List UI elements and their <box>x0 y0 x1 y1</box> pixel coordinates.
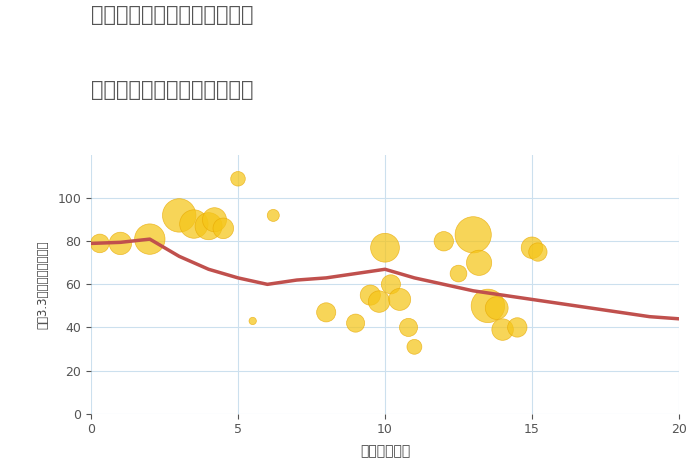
Point <box>394 296 405 303</box>
Point <box>247 317 258 325</box>
Point <box>409 343 420 351</box>
Point <box>468 231 479 239</box>
Point <box>379 244 391 251</box>
Point <box>267 212 279 219</box>
Point <box>144 235 155 243</box>
Y-axis label: 坪（3.3㎡）単価（万円）: 坪（3.3㎡）単価（万円） <box>36 240 49 329</box>
Point <box>482 302 493 310</box>
Point <box>512 324 523 331</box>
Point <box>350 320 361 327</box>
Point <box>497 326 508 333</box>
Point <box>115 240 126 247</box>
Point <box>532 248 543 256</box>
Text: 駅距離別中古マンション価格: 駅距離別中古マンション価格 <box>91 80 253 100</box>
Text: 三重県桑名市長島町鎌ヶ地の: 三重県桑名市長島町鎌ヶ地の <box>91 5 253 25</box>
Point <box>209 216 220 223</box>
Point <box>203 222 214 230</box>
Point <box>232 175 244 182</box>
Point <box>365 291 376 299</box>
Point <box>174 212 185 219</box>
Point <box>188 220 199 228</box>
Point <box>374 298 385 306</box>
Point <box>491 304 503 312</box>
Point <box>438 237 449 245</box>
Point <box>321 309 332 316</box>
Point <box>218 225 229 232</box>
Point <box>473 259 484 266</box>
Point <box>94 240 106 247</box>
X-axis label: 駅距離（分）: 駅距離（分） <box>360 445 410 459</box>
Point <box>453 270 464 277</box>
Point <box>526 244 538 251</box>
Point <box>385 281 396 288</box>
Point <box>403 324 414 331</box>
